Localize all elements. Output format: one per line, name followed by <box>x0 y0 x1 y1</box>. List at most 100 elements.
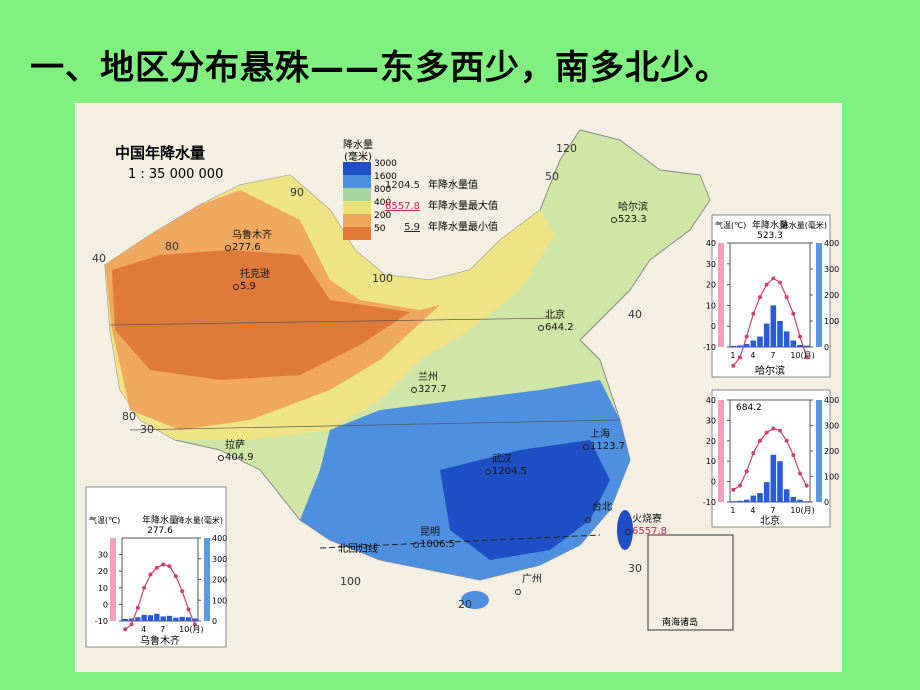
legend-level: 3000 <box>374 159 397 169</box>
city-value: 1123.7 <box>590 441 625 452</box>
temp-axis-strip <box>110 538 116 621</box>
precip-bar <box>750 495 757 502</box>
precip-axis-strip <box>816 243 822 347</box>
temp-point <box>161 562 166 567</box>
city-value: 644.2 <box>545 322 574 333</box>
temp-point <box>129 622 134 627</box>
temp-axis-label: 气温(℃) <box>715 220 746 230</box>
city-name: 拉萨 <box>225 438 245 451</box>
map-scale: 1 : 35 000 000 <box>128 167 223 182</box>
precip-tick-label: 100 <box>824 317 839 326</box>
grid-label: 100 <box>372 272 393 285</box>
temp-tick-label: 0 <box>711 322 716 331</box>
legend-level: 400 <box>374 198 391 208</box>
grid-label: 40 <box>628 308 642 321</box>
temp-point <box>192 622 197 627</box>
grid-label: 90 <box>290 186 304 199</box>
city-name: 上海 <box>590 427 610 440</box>
city-dot <box>538 325 544 331</box>
precip-bar <box>783 489 790 502</box>
precip-tick-label: 400 <box>824 396 839 405</box>
temp-point <box>791 311 796 316</box>
city-name: 乌鲁木齐 <box>232 228 272 241</box>
precip-bar <box>803 345 810 347</box>
city-value: 6557.8 <box>632 526 667 537</box>
precip-bar <box>757 336 763 347</box>
precip-tick-label: 300 <box>824 265 839 274</box>
temp-point <box>731 363 736 368</box>
precip-bar <box>763 482 770 502</box>
city-name: 北京 <box>545 308 565 321</box>
legend-level: 50 <box>374 224 386 234</box>
precip-axis-strip <box>816 400 822 502</box>
temp-point <box>173 574 178 579</box>
city-dot <box>485 469 491 475</box>
temp-tick-label: 20 <box>98 567 108 576</box>
temp-tick-label: 10 <box>706 301 716 310</box>
city-name: 武汉 <box>492 452 512 465</box>
temp-point <box>778 280 782 285</box>
grid-label: 120 <box>556 142 577 155</box>
grid-label: 40 <box>92 252 106 265</box>
city-value: 404.9 <box>225 452 254 463</box>
climograph-name: 北京 <box>760 514 780 527</box>
annual-value: 684.2 <box>736 403 762 413</box>
precip-bar <box>797 499 803 502</box>
annual-label: 年降水量 <box>142 514 178 526</box>
precip-bar <box>154 613 160 621</box>
temp-tick-label: 20 <box>706 281 716 290</box>
climograph-name: 哈尔滨 <box>755 364 785 377</box>
legend-swatch <box>343 214 371 227</box>
temp-point <box>804 355 809 360</box>
temp-point <box>764 282 769 287</box>
legend-swatch <box>343 188 371 201</box>
temp-tick-label: 0 <box>103 600 108 609</box>
city-value: 277.6 <box>232 242 261 253</box>
precip-bar <box>743 499 750 502</box>
grid-label: 20 <box>458 598 472 611</box>
legend-sample: 1204.5 <box>385 180 420 191</box>
graticule <box>129 419 621 431</box>
legend-label: 年降水量最小值 <box>428 220 498 233</box>
precip-bar <box>777 461 783 502</box>
city-dot <box>233 284 239 290</box>
temp-tick-label: -10 <box>703 498 716 507</box>
month-label: 4 <box>141 625 146 634</box>
grid-label: 30 <box>140 423 154 436</box>
precip-tick-label: 0 <box>824 343 829 352</box>
city-dot <box>413 542 419 548</box>
legend-swatch <box>343 227 371 240</box>
precip-tick-label: 200 <box>824 291 839 300</box>
month-label: 7 <box>770 351 775 360</box>
precip-bar <box>122 618 128 621</box>
tropic-label: 北回归线 <box>338 542 378 555</box>
temp-point <box>771 276 776 281</box>
legend-label: 年降水量最大值 <box>428 199 498 212</box>
temp-point <box>791 453 796 458</box>
grid-label: 80 <box>122 410 136 423</box>
precip-bar <box>128 618 135 621</box>
city-value: 5.9 <box>240 281 256 292</box>
temp-line <box>732 277 808 367</box>
precip-axis-strip <box>204 538 210 621</box>
precip-bar <box>141 614 147 621</box>
slide-title: 一、地区分布悬殊——东多西少，南多北少。 <box>30 48 730 88</box>
precip-bar <box>730 501 737 502</box>
precip-bar <box>797 344 803 347</box>
precip-tick-label: 200 <box>212 576 227 585</box>
temp-tick-label: 10 <box>706 457 716 466</box>
temp-point <box>751 311 756 316</box>
city-name: 火烧寮 <box>632 512 662 525</box>
legend-swatch <box>343 162 371 175</box>
temp-point <box>142 585 147 590</box>
temp-point <box>798 334 802 339</box>
temp-tick-label: 0 <box>711 478 716 487</box>
city-value: 523.3 <box>618 214 647 225</box>
annual-value: 523.3 <box>757 231 783 241</box>
temp-tick-label: 10 <box>98 584 108 593</box>
inset-label: 南海诸岛 <box>662 616 698 628</box>
temp-point <box>135 605 140 610</box>
precip-tick-label: 400 <box>824 239 839 248</box>
grid-label: 30 <box>628 562 642 575</box>
temp-point <box>154 565 159 570</box>
